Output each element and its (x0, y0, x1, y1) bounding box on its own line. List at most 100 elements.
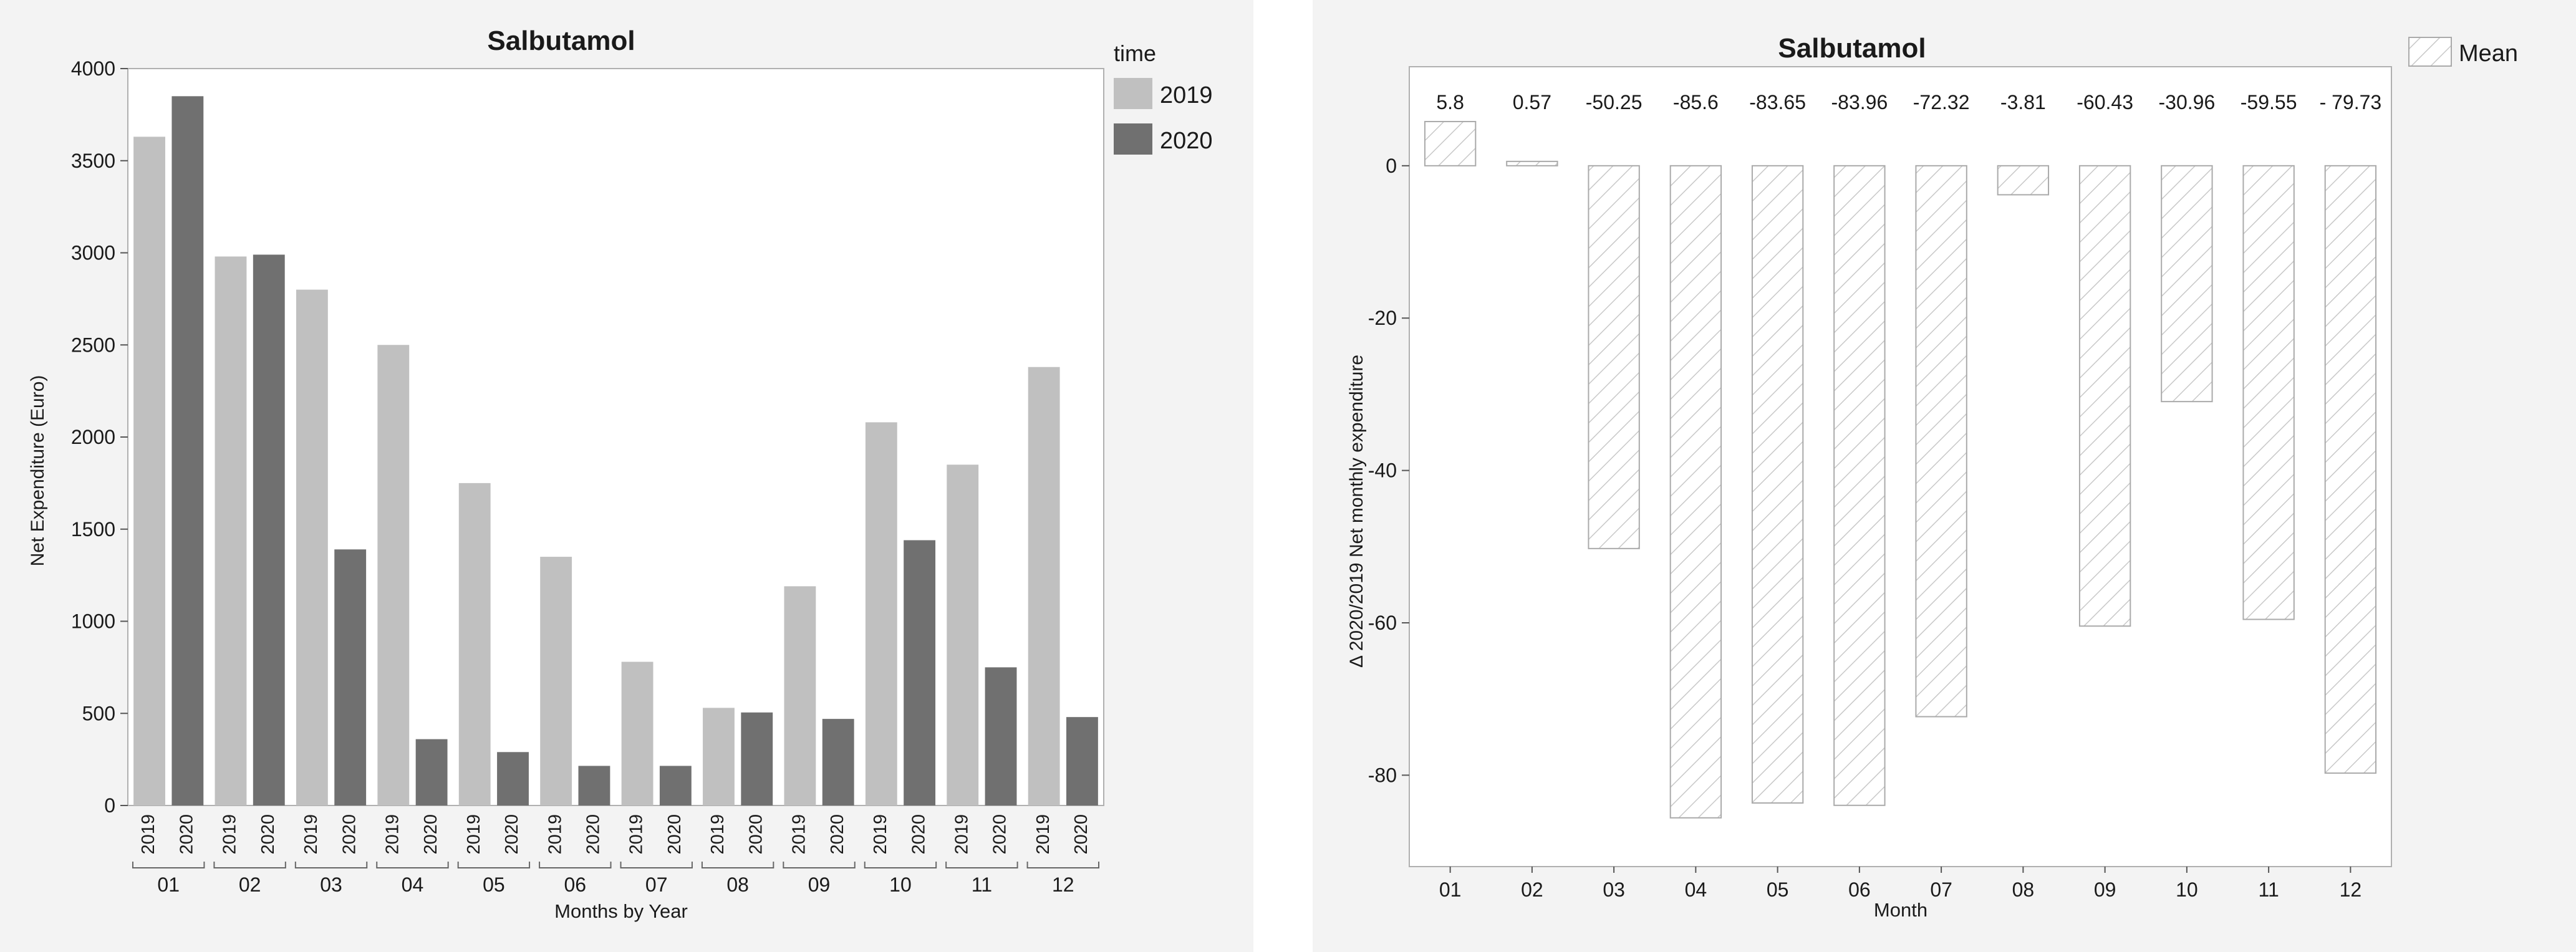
x-tick-year-label: 2019 (220, 814, 240, 855)
x-tick-year-label: 2019 (138, 814, 158, 855)
x-tick-year-label: 2019 (952, 814, 972, 855)
chart-title: Salbutamol (1778, 33, 1926, 64)
plot-frame (1409, 66, 2392, 867)
x-group-bracket (294, 862, 368, 868)
x-tick-year-label: 2019 (708, 814, 728, 855)
bar-05-2020 (497, 752, 529, 805)
x-group-bracket (701, 862, 774, 868)
data-label: -30.96 (2159, 91, 2216, 113)
y-tick-label: -80 (1368, 764, 1397, 786)
x-tick-year-label: 2019 (627, 814, 647, 855)
plot-area: 0 -20 -40 -60 -80 5.8 01 0.57 02 -50.25 03 -85.6 04 -… (1368, 66, 2392, 901)
plot-area: 0 500 1000 1500 2000 2500 3000 3500 4000 2019 2020… (71, 57, 1104, 896)
y-tick-label: 3500 (71, 150, 115, 172)
x-tick-year-label: 2019 (464, 814, 484, 855)
x-tick-month-label: 12 (1052, 873, 1074, 896)
x-tick-year-label: 2020 (177, 814, 197, 855)
net-expenditure-chart: Salbutamol Net Expenditure (Euro) Months… (27, 26, 1213, 922)
data-label: 5.8 (1436, 91, 1464, 113)
legend-label-mean: Mean (2459, 41, 2518, 67)
x-tick-month-label: 07 (645, 873, 668, 896)
x-tick-label: 08 (2012, 878, 2035, 901)
legend-swatch-2020 (1114, 123, 1152, 155)
data-label: - 79.73 (2320, 91, 2382, 113)
x-tick-month-label: 10 (889, 873, 912, 896)
bar-10-2019 (865, 422, 897, 805)
x-tick-year-label: 2019 (301, 814, 321, 855)
x-group-bracket (539, 862, 612, 868)
x-tick-year-label: 2020 (909, 814, 929, 855)
bar-07 (1915, 165, 1967, 718)
x-tick-year-label: 2020 (990, 814, 1010, 855)
legend-swatch-2019 (1114, 78, 1152, 109)
data-label: -72.32 (1913, 91, 1970, 113)
bar-03-2019 (296, 289, 328, 806)
x-tick-year-label: 2019 (382, 814, 402, 855)
legend-label-2019: 2019 (1160, 82, 1213, 108)
x-tick-month-label: 03 (320, 873, 342, 896)
bar-02-2020 (253, 254, 285, 806)
x-tick-label: 07 (1930, 878, 1952, 901)
x-tick-month-label: 08 (726, 873, 749, 896)
x-tick-year-label: 2019 (871, 814, 890, 855)
x-tick-month-label: 02 (239, 873, 261, 896)
data-label: -50.25 (1586, 91, 1643, 113)
y-tick-label: 2500 (71, 334, 115, 356)
legend-swatch-mean (2408, 37, 2452, 67)
x-tick-month-label: 09 (808, 873, 831, 896)
x-tick-label: 04 (1685, 878, 1707, 901)
bar-04-2020 (415, 739, 448, 805)
bar-05 (1751, 165, 1804, 804)
x-group-bracket (213, 862, 286, 868)
x-group-bracket (945, 862, 1018, 868)
x-group-bracket (864, 862, 937, 868)
x-axis-label: Month (1874, 899, 1927, 921)
data-label: -85.6 (1673, 91, 1719, 113)
x-tick-year-label: 2020 (827, 814, 847, 855)
x-tick-year-label: 2019 (545, 814, 565, 855)
x-group-bracket (376, 862, 449, 868)
bar-08-2020 (741, 712, 773, 805)
x-tick-year-label: 2020 (421, 814, 441, 855)
x-tick-month-label: 06 (564, 873, 586, 896)
bar-07-2020 (659, 766, 692, 805)
x-tick-year-label: 2019 (1033, 814, 1053, 855)
data-label: 0.57 (1513, 91, 1551, 113)
bar-04 (1669, 165, 1722, 819)
x-group-bracket (1026, 862, 1099, 868)
bar-03-2020 (334, 549, 367, 805)
y-tick-label: 500 (82, 702, 115, 724)
x-tick-label: 12 (2340, 878, 2362, 901)
bar-03 (1588, 165, 1640, 549)
x-tick-label: 10 (2176, 878, 2198, 901)
net-expenditure-chart-panel: Salbutamol Net Expenditure (Euro) Months… (0, 0, 1253, 952)
bar-02 (1506, 160, 1558, 166)
y-tick-label: -40 (1368, 459, 1397, 482)
bar-08-2019 (703, 708, 735, 805)
y-tick-label: 0 (1386, 155, 1397, 177)
bar-12-2019 (1028, 367, 1060, 805)
bar-12-2020 (1066, 717, 1098, 805)
data-label: -83.65 (1749, 91, 1806, 113)
x-tick-year-label: 2019 (789, 814, 809, 855)
bar-06-2020 (578, 766, 610, 805)
x-tick-label: 01 (1439, 878, 1462, 901)
bar-11 (2242, 165, 2295, 620)
bar-02-2019 (215, 256, 247, 805)
data-label: -60.43 (2077, 91, 2133, 113)
y-tick-label: 0 (104, 794, 115, 817)
bar-11-2019 (947, 464, 979, 805)
bar-11-2020 (985, 667, 1017, 805)
plot-frame (127, 68, 1104, 806)
bar-09 (2078, 165, 2131, 627)
x-tick-label: 06 (1848, 878, 1871, 901)
y-tick-label: -60 (1368, 612, 1397, 634)
delta-expenditure-chart: Salbutamol Δ 2020/2019 Net monthly expen… (1346, 33, 2518, 921)
delta-expenditure-chart-panel: Salbutamol Δ 2020/2019 Net monthly expen… (1313, 0, 2576, 952)
bar-01 (1424, 120, 1477, 166)
bar-10-2020 (904, 540, 936, 805)
x-axis-label: Months by Year (554, 900, 688, 922)
data-label: -59.55 (2241, 91, 2297, 113)
x-tick-year-label: 2020 (258, 814, 278, 855)
y-tick-label: 1000 (71, 610, 115, 633)
